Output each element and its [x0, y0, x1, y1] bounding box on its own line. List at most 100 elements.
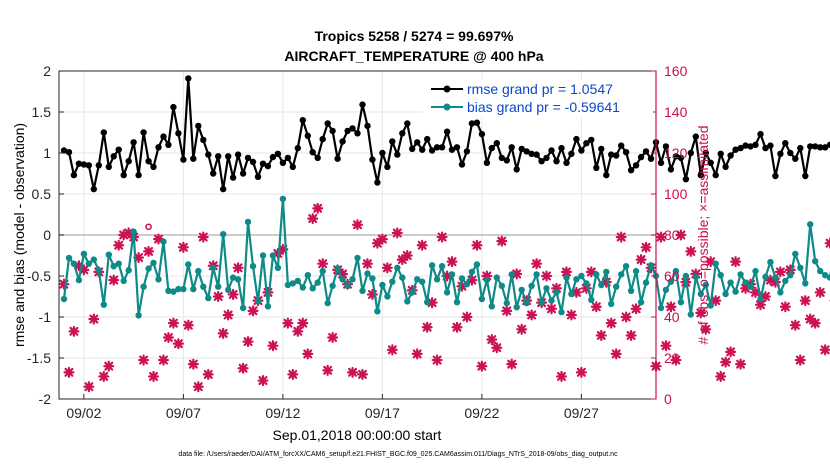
- bias-point: [622, 263, 630, 270]
- rmse-point: [473, 119, 481, 126]
- bias-point: [254, 298, 262, 305]
- rmse-point: [553, 158, 560, 165]
- chart-title: Tropics 5258 / 5274 = 99.697%: [315, 28, 514, 44]
- bias-point: [518, 286, 525, 294]
- rmse-point: [548, 147, 555, 154]
- bias-point: [543, 285, 550, 292]
- legend-rmse-marker: [443, 85, 451, 93]
- rmse-point: [130, 139, 137, 146]
- rmse-point: [160, 133, 167, 140]
- bias-point: [538, 299, 545, 306]
- assimilated-marker: [575, 366, 587, 378]
- assimilated-marker: [322, 364, 334, 376]
- rmse-point: [732, 146, 739, 153]
- rmse-point: [419, 146, 426, 153]
- rmse-point: [508, 144, 515, 151]
- bias-point: [428, 262, 436, 269]
- bias-point: [65, 254, 73, 262]
- assimilated-marker: [133, 252, 145, 264]
- rmse-point: [95, 162, 103, 169]
- rmse-point: [742, 142, 749, 149]
- rmse-point: [588, 136, 595, 144]
- bias-point: [677, 299, 685, 306]
- bias-point: [772, 274, 779, 281]
- assimilated-marker: [705, 256, 717, 268]
- rmse-point: [727, 152, 734, 159]
- assimilated-marker: [819, 344, 830, 356]
- assimilated-marker: [546, 303, 558, 315]
- y-tick-label-left: -0.5: [27, 268, 51, 284]
- rmse-point: [757, 130, 764, 138]
- y-tick-label-right: 120: [664, 145, 688, 161]
- bias-point: [558, 308, 565, 316]
- assimilated-marker: [262, 286, 274, 298]
- rmse-point: [409, 145, 416, 153]
- assimilated-marker: [307, 213, 319, 225]
- rmse-point: [100, 129, 108, 136]
- rmse-point: [264, 162, 272, 170]
- rmse-point: [60, 147, 68, 154]
- assimilated-marker: [73, 260, 85, 272]
- assimilated-marker: [421, 321, 433, 333]
- assimilated-marker: [451, 321, 463, 333]
- bias-point: [125, 267, 132, 274]
- assimilated-marker: [670, 354, 682, 366]
- assimilated-marker: [411, 348, 423, 360]
- bias-point: [473, 261, 481, 268]
- bias-point: [284, 281, 292, 289]
- bias-point: [563, 274, 570, 281]
- bias-point: [394, 264, 401, 271]
- rmse-point: [642, 148, 650, 155]
- rmse-point: [717, 150, 724, 157]
- rmse-point: [185, 75, 192, 82]
- rmse-point: [812, 143, 819, 150]
- rmse-point: [613, 152, 620, 159]
- rmse-point: [359, 101, 366, 108]
- assimilated-marker: [162, 331, 174, 344]
- assimilated-marker: [466, 274, 478, 286]
- y-tick-label-right: 40: [664, 309, 680, 325]
- assimilated-marker: [143, 245, 155, 257]
- assimilated-marker: [187, 358, 199, 370]
- bias-point: [742, 279, 749, 286]
- rmse-point: [802, 172, 809, 180]
- assimilated-marker: [824, 237, 830, 249]
- bias-point: [200, 283, 207, 290]
- bias-point: [483, 276, 491, 284]
- rmse-point: [608, 151, 615, 158]
- assimilated-marker: [202, 368, 214, 380]
- rmse-point: [145, 158, 152, 165]
- bias-point: [155, 276, 162, 283]
- assimilated-marker: [401, 249, 413, 262]
- bias-point: [478, 295, 486, 303]
- rmse-point: [438, 144, 446, 151]
- rmse-point: [518, 145, 525, 153]
- y-tick-label-right: 80: [664, 227, 680, 243]
- rmse-point: [523, 148, 530, 155]
- assimilated-marker: [302, 348, 314, 360]
- bias-point: [160, 238, 167, 245]
- y-tick-label-left: 1.5: [32, 104, 52, 120]
- rmse-point: [702, 149, 709, 157]
- bias-point: [195, 267, 202, 275]
- assimilated-marker: [337, 268, 349, 280]
- bias-point: [578, 272, 585, 280]
- assimilated-marker: [436, 231, 448, 243]
- rmse-point: [165, 141, 172, 148]
- bias-point: [220, 231, 227, 238]
- bias-point: [618, 271, 625, 278]
- assimilated-marker: [376, 233, 388, 245]
- assimilated-marker: [297, 317, 309, 329]
- bias-point: [349, 276, 356, 283]
- rmse-point: [682, 176, 690, 183]
- bias-point: [354, 254, 361, 262]
- assimilated-marker: [371, 237, 383, 249]
- assimilated-marker: [585, 266, 597, 278]
- rmse-point: [155, 144, 162, 151]
- bias-point: [672, 267, 680, 275]
- assimilated-marker: [570, 286, 582, 298]
- bias-point: [787, 272, 794, 279]
- assimilated-marker: [287, 368, 299, 380]
- assimilated-marker: [655, 231, 667, 243]
- bias-point: [90, 256, 98, 263]
